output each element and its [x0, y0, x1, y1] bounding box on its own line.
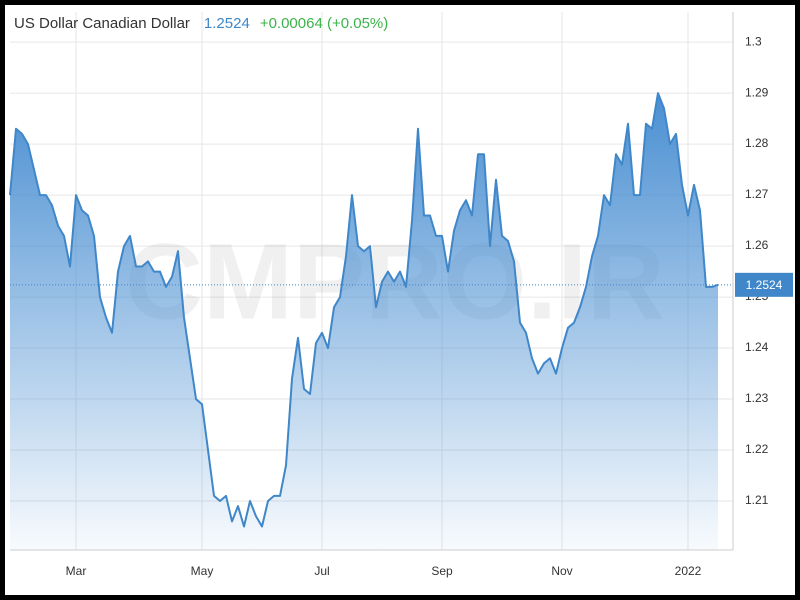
- chart-title: US Dollar Canadian Dollar: [14, 15, 190, 32]
- y-tick-label: 1.24: [745, 340, 769, 354]
- x-tick-label: Jul: [314, 564, 329, 578]
- y-tick-label: 1.29: [745, 85, 769, 99]
- y-tick-label: 1.21: [745, 493, 769, 507]
- last-price: 1.2524: [204, 15, 250, 32]
- x-tick-label: Mar: [66, 564, 87, 578]
- y-tick-label: 1.27: [745, 187, 769, 201]
- y-tick-label: 1.26: [745, 238, 769, 252]
- area-fill: [10, 93, 718, 550]
- y-tick-label: 1.3: [745, 34, 762, 48]
- price-line: [9, 92, 719, 528]
- y-tick-label: 1.22: [745, 442, 769, 456]
- x-tick-label: May: [191, 564, 214, 578]
- x-tick-label: Sep: [431, 564, 453, 578]
- x-tick-label: Nov: [551, 564, 572, 578]
- x-tick-label: 2022: [675, 564, 702, 578]
- price-change: +0.00064 (+0.05%): [260, 15, 388, 32]
- y-tick-label: 1.28: [745, 136, 769, 150]
- last-price-box: [735, 272, 793, 297]
- plot: [9, 92, 733, 550]
- y-tick-label: 1.23: [745, 391, 769, 405]
- last-price-label: 1.2524: [746, 278, 783, 292]
